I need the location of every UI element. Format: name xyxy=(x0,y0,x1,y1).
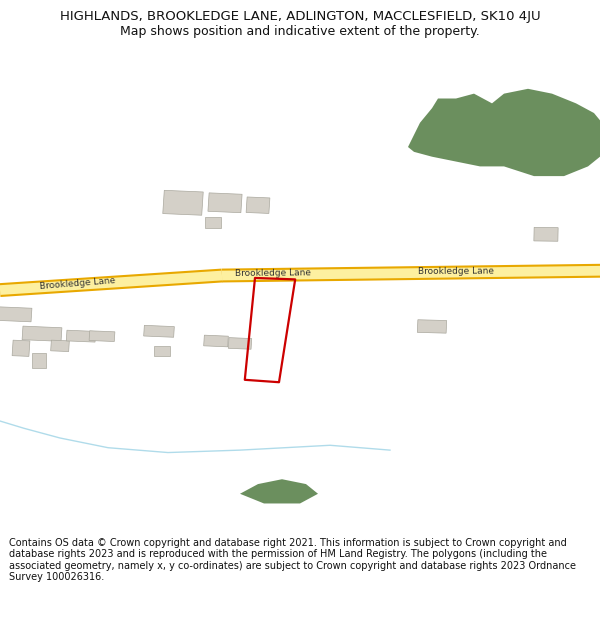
Text: Brookledge Lane: Brookledge Lane xyxy=(418,266,494,276)
Bar xyxy=(205,217,221,227)
Bar xyxy=(534,228,558,241)
Bar xyxy=(418,320,446,333)
Bar xyxy=(66,330,96,342)
Text: Contains OS data © Crown copyright and database right 2021. This information is : Contains OS data © Crown copyright and d… xyxy=(9,538,576,582)
Text: Brookledge Lane: Brookledge Lane xyxy=(40,276,116,291)
Bar xyxy=(89,331,115,341)
Bar xyxy=(228,338,252,349)
Bar xyxy=(163,191,203,215)
Bar xyxy=(208,193,242,213)
Text: Brookledge Lane: Brookledge Lane xyxy=(235,268,311,278)
Bar xyxy=(12,340,30,356)
Bar xyxy=(32,352,46,368)
Bar xyxy=(0,307,32,322)
Bar xyxy=(50,340,70,351)
Bar xyxy=(203,335,229,347)
Bar xyxy=(22,326,62,341)
Text: HIGHLANDS, BROOKLEDGE LANE, ADLINGTON, MACCLESFIELD, SK10 4JU: HIGHLANDS, BROOKLEDGE LANE, ADLINGTON, M… xyxy=(59,10,541,23)
Bar xyxy=(143,326,175,338)
Bar xyxy=(154,346,170,356)
Text: Map shows position and indicative extent of the property.: Map shows position and indicative extent… xyxy=(120,24,480,38)
Bar xyxy=(246,197,270,213)
